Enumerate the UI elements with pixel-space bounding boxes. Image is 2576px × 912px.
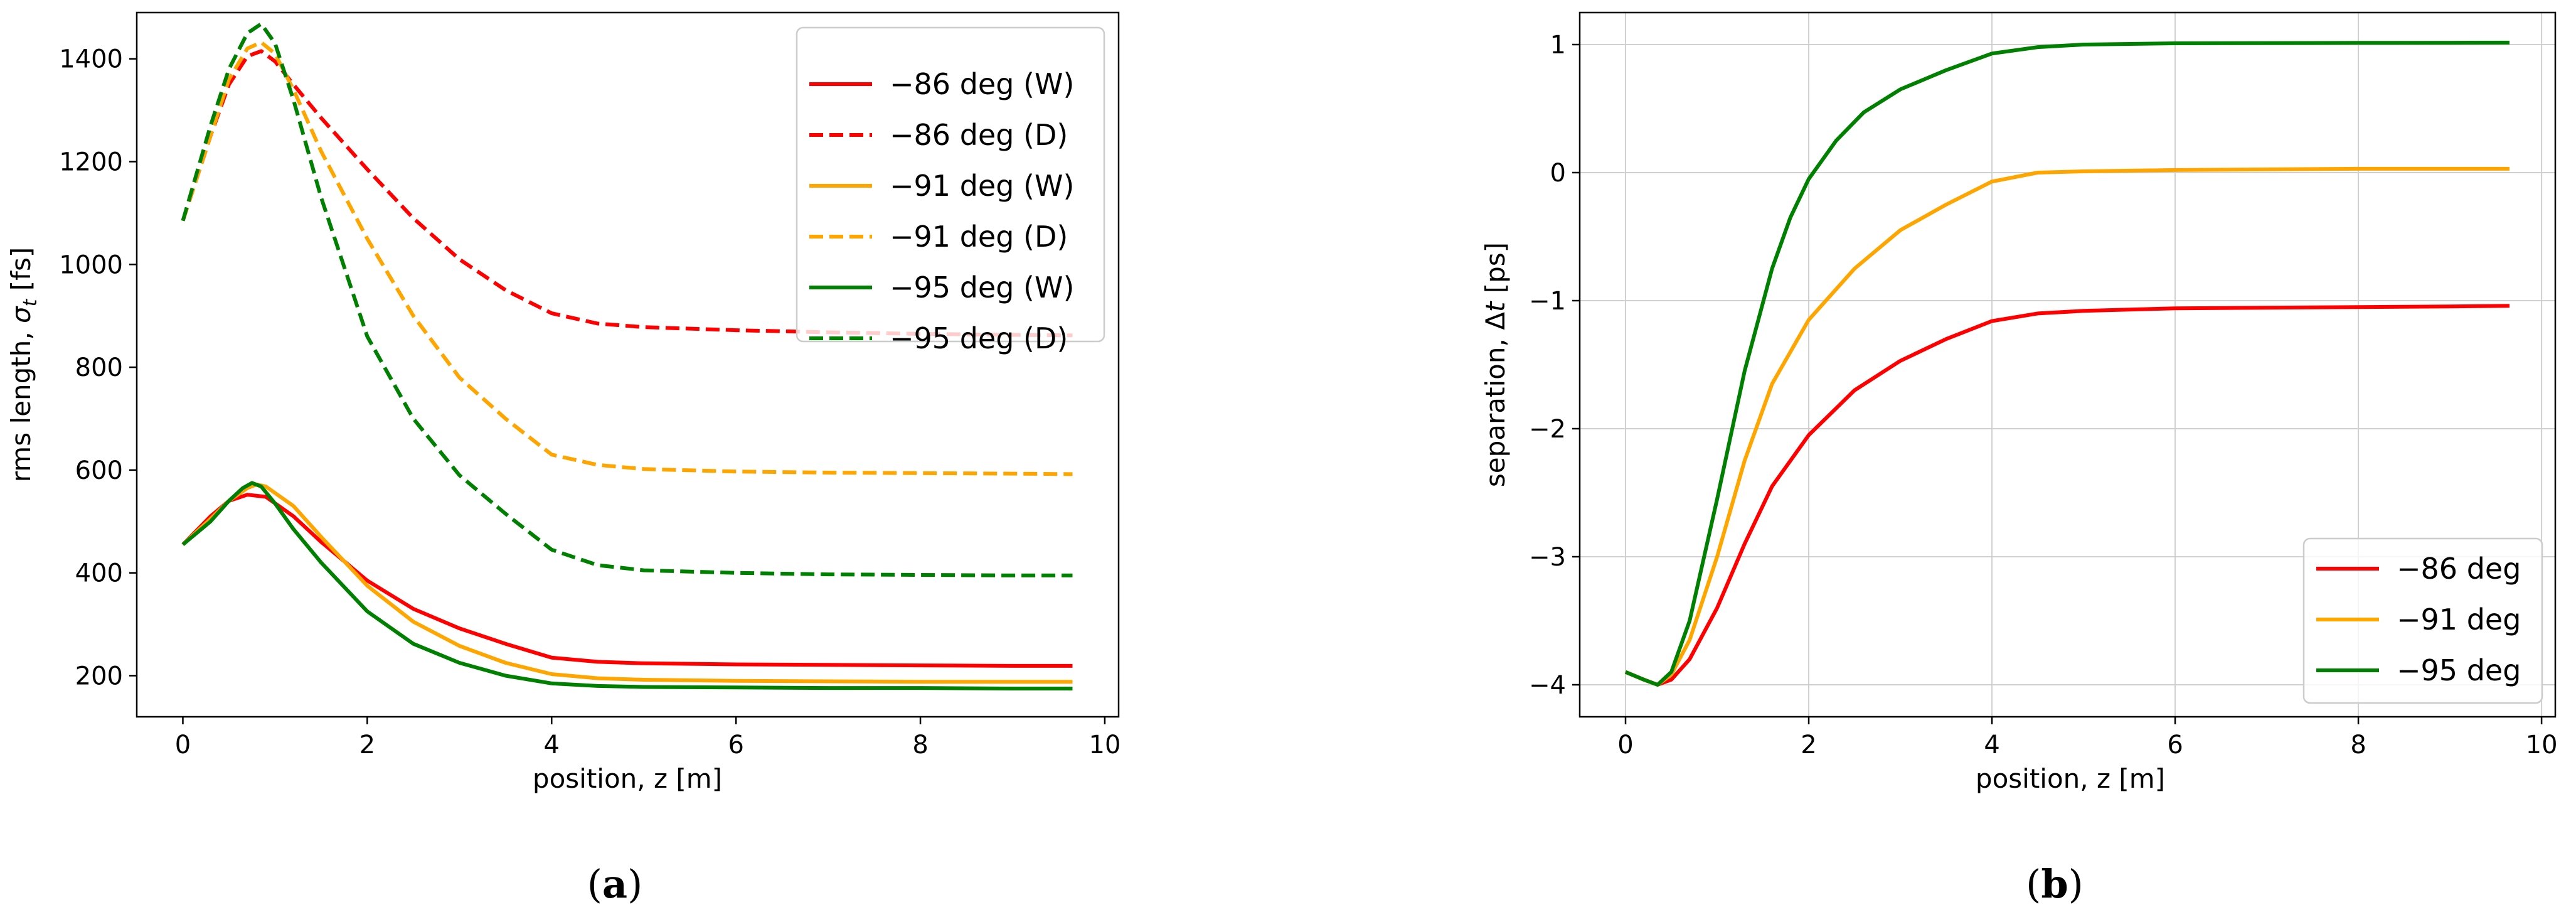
panel-a-series-group [181, 22, 1073, 690]
x-tick-label: 8 [912, 731, 928, 759]
legend-entry-label: −91 deg (W) [890, 169, 1074, 203]
panel-a-caption: (a) [587, 861, 643, 907]
legend-entry-label: −95 deg (D) [890, 321, 1068, 355]
legend-entry-label: −95 deg (W) [890, 271, 1074, 304]
x-tick-label: 6 [2167, 731, 2183, 759]
x-tick-label: 4 [544, 731, 560, 759]
series-line-3 [181, 482, 1073, 684]
panel-b-ylabel: separation, Δt [ps] [1480, 242, 1511, 487]
series-line-1 [181, 493, 1073, 668]
y-tick-label: −1 [1529, 287, 1566, 316]
legend-entry-label: −86 deg (W) [890, 67, 1074, 101]
legend-entry-label: −86 deg (D) [890, 118, 1068, 152]
y-tick-label: −3 [1529, 543, 1566, 572]
y-tick-label: 400 [75, 559, 123, 588]
panel-b-xlabel: position, z [m] [1976, 763, 2165, 794]
y-tick-label: 1200 [59, 148, 123, 177]
x-tick-label: 8 [2350, 731, 2366, 759]
series-line-1 [1624, 304, 2510, 687]
y-tick-label: 800 [75, 353, 123, 382]
x-tick-label: 10 [1089, 731, 1121, 759]
y-tick-label: 200 [75, 662, 123, 690]
series-line-4 [181, 40, 1073, 476]
panel-b-series-group [1624, 40, 2510, 687]
y-tick-label: 1400 [59, 45, 123, 74]
panel-b-plot-frame [1578, 11, 2557, 718]
series-line-3 [1624, 40, 2510, 687]
x-tick-label: 0 [175, 731, 191, 759]
panel-b-chart: 0 2 4 6 8 10 −4 −3 −2 −1 0 1 position, z [m] separa… [1480, 11, 2558, 907]
x-tick-label: 2 [1801, 731, 1816, 759]
panel-a-chart: 0 2 4 6 8 10 200 400 600 800 1000 1200 1400 position… [6, 11, 1121, 907]
y-tick-label: −4 [1529, 671, 1566, 700]
panel-a-plot-frame [136, 11, 1120, 718]
y-tick-label: −2 [1529, 415, 1566, 444]
series-line-6 [181, 22, 1073, 577]
x-tick-label: 6 [728, 731, 743, 759]
x-tick-label: 4 [1984, 731, 1999, 759]
legend-entry-label: −86 deg [2397, 552, 2521, 586]
y-tick-label: 1000 [59, 250, 123, 279]
y-tick-label: 1 [1550, 31, 1566, 60]
panel-b-legend: −86 deg −91 deg −95 deg [2302, 537, 2543, 704]
legend-entry-label: −91 deg [2397, 603, 2521, 636]
y-tick-label: 0 [1550, 159, 1566, 188]
series-line-5 [181, 481, 1073, 690]
legend-box [2302, 537, 2543, 704]
panel-a-ylabel: rms length, σt [fs] [6, 247, 41, 482]
panel-a-legend: −86 deg (W) −86 deg (D) −91 deg (W) −91 deg… [796, 26, 1105, 355]
legend-entry-label: −95 deg [2397, 653, 2521, 687]
x-tick-label: 2 [359, 731, 375, 759]
y-tick-label: 600 [75, 456, 123, 485]
x-tick-label: 10 [2526, 731, 2558, 759]
panel-a-xlabel: position, z [m] [533, 763, 722, 794]
legend-box [796, 26, 1105, 343]
legend-entry-label: −91 deg (D) [890, 220, 1068, 254]
panel-b-caption: (b) [2026, 861, 2084, 907]
x-tick-label: 0 [1617, 731, 1633, 759]
